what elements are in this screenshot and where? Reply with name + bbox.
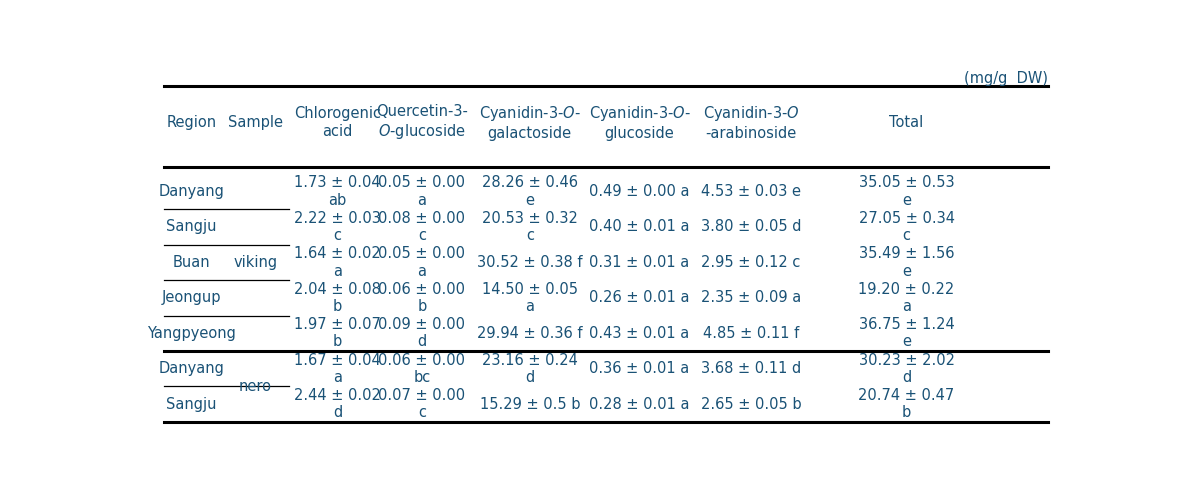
Text: 2.35 ± 0.09 a: 2.35 ± 0.09 a — [701, 290, 801, 305]
Text: Danyang: Danyang — [158, 361, 224, 376]
Text: 30.52 ± 0.38 f: 30.52 ± 0.38 f — [477, 255, 583, 270]
Text: Sangju: Sangju — [166, 396, 217, 412]
Text: 30.23 ± 2.02
d: 30.23 ± 2.02 d — [859, 352, 955, 385]
Text: 35.05 ± 0.53
e: 35.05 ± 0.53 e — [859, 175, 955, 208]
Text: Cyanidin-3-$O$
-arabinoside: Cyanidin-3-$O$ -arabinoside — [703, 104, 799, 141]
Text: 23.16 ± 0.24
d: 23.16 ± 0.24 d — [481, 352, 578, 385]
Text: (mg/g  DW): (mg/g DW) — [964, 71, 1048, 86]
Text: 15.29 ± 0.5 b: 15.29 ± 0.5 b — [479, 396, 581, 412]
Text: 3.80 ± 0.05 d: 3.80 ± 0.05 d — [701, 219, 801, 235]
Text: viking: viking — [234, 255, 277, 270]
Text: Buan: Buan — [172, 255, 210, 270]
Text: 0.09 ± 0.00
d: 0.09 ± 0.00 d — [379, 317, 465, 349]
Text: 27.05 ± 0.34
c: 27.05 ± 0.34 c — [859, 211, 955, 243]
Text: Yangpyeong: Yangpyeong — [148, 326, 236, 341]
Text: 2.65 ± 0.05 b: 2.65 ± 0.05 b — [701, 396, 801, 412]
Text: 0.05 ± 0.00
a: 0.05 ± 0.00 a — [379, 175, 465, 208]
Text: 36.75 ± 1.24
e: 36.75 ± 1.24 e — [859, 317, 955, 349]
Text: nero: nero — [238, 379, 271, 394]
Text: Jeongup: Jeongup — [162, 290, 221, 305]
Text: Sangju: Sangju — [166, 219, 217, 235]
Text: Danyang: Danyang — [158, 184, 224, 199]
Text: 3.68 ± 0.11 d: 3.68 ± 0.11 d — [701, 361, 801, 376]
Text: 0.07 ± 0.00
c: 0.07 ± 0.00 c — [379, 388, 465, 420]
Text: 28.26 ± 0.46
e: 28.26 ± 0.46 e — [481, 175, 578, 208]
Text: Cyanidin-3-$O$-
glucoside: Cyanidin-3-$O$- glucoside — [589, 104, 690, 141]
Text: 2.04 ± 0.08
b: 2.04 ± 0.08 b — [294, 282, 381, 314]
Text: 1.67 ± 0.04
a: 1.67 ± 0.04 a — [294, 352, 381, 385]
Text: 1.64 ± 0.02
a: 1.64 ± 0.02 a — [294, 246, 381, 279]
Text: 0.31 ± 0.01 a: 0.31 ± 0.01 a — [589, 255, 689, 270]
Text: 0.43 ± 0.01 a: 0.43 ± 0.01 a — [589, 326, 689, 341]
Text: 1.97 ± 0.07
b: 1.97 ± 0.07 b — [294, 317, 381, 349]
Text: 35.49 ± 1.56
e: 35.49 ± 1.56 e — [859, 246, 955, 279]
Text: 20.53 ± 0.32
c: 20.53 ± 0.32 c — [481, 211, 578, 243]
Text: 0.05 ± 0.00
a: 0.05 ± 0.00 a — [379, 246, 465, 279]
Text: Quercetin-3-
$O$-glucoside: Quercetin-3- $O$-glucoside — [376, 104, 467, 141]
Text: 20.74 ± 0.47
b: 20.74 ± 0.47 b — [858, 388, 955, 420]
Text: 29.94 ± 0.36 f: 29.94 ± 0.36 f — [477, 326, 583, 341]
Text: 2.95 ± 0.12 c: 2.95 ± 0.12 c — [701, 255, 801, 270]
Text: 0.28 ± 0.01 a: 0.28 ± 0.01 a — [589, 396, 690, 412]
Text: Chlorogenic
acid: Chlorogenic acid — [294, 106, 381, 139]
Text: Sample: Sample — [228, 115, 283, 130]
Text: 0.36 ± 0.01 a: 0.36 ± 0.01 a — [589, 361, 689, 376]
Text: 0.06 ± 0.00
bc: 0.06 ± 0.00 bc — [379, 352, 465, 385]
Text: Region: Region — [166, 115, 216, 130]
Text: 0.40 ± 0.01 a: 0.40 ± 0.01 a — [589, 219, 690, 235]
Text: Total: Total — [890, 115, 924, 130]
Text: 14.50 ± 0.05
a: 14.50 ± 0.05 a — [481, 282, 578, 314]
Text: 0.49 ± 0.00 a: 0.49 ± 0.00 a — [589, 184, 690, 199]
Text: 4.85 ± 0.11 f: 4.85 ± 0.11 f — [703, 326, 799, 341]
Text: 4.53 ± 0.03 e: 4.53 ± 0.03 e — [701, 184, 801, 199]
Text: 0.26 ± 0.01 a: 0.26 ± 0.01 a — [589, 290, 690, 305]
Text: 2.22 ± 0.03
c: 2.22 ± 0.03 c — [294, 211, 381, 243]
Text: Cyanidin-3-$O$-
galactoside: Cyanidin-3-$O$- galactoside — [479, 104, 581, 141]
Text: 1.73 ± 0.04
ab: 1.73 ± 0.04 ab — [294, 175, 381, 208]
Text: 0.06 ± 0.00
b: 0.06 ± 0.00 b — [379, 282, 465, 314]
Text: 0.08 ± 0.00
c: 0.08 ± 0.00 c — [379, 211, 465, 243]
Text: 2.44 ± 0.02
d: 2.44 ± 0.02 d — [294, 388, 381, 420]
Text: 19.20 ± 0.22
a: 19.20 ± 0.22 a — [858, 282, 955, 314]
